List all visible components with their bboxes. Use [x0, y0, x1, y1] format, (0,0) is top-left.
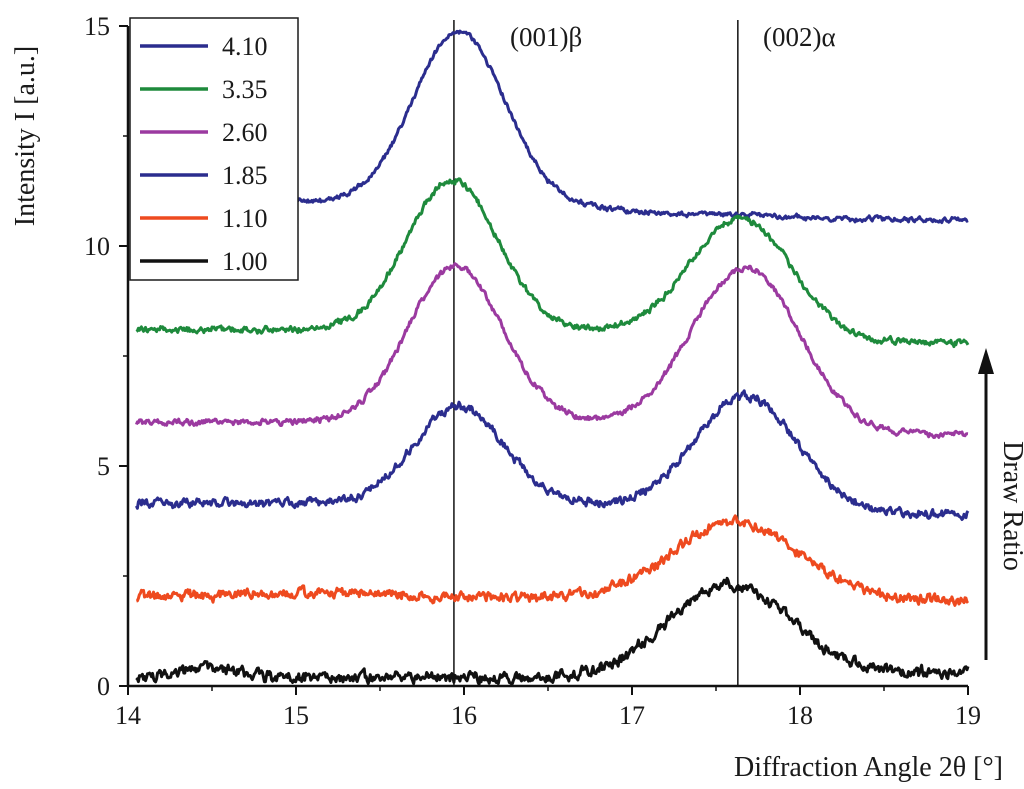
axes: 14 15 16 17 18 19 0 5 10 15 — [84, 12, 981, 730]
x-tick-label: 15 — [283, 701, 309, 730]
series-line-2.60 — [134, 262, 969, 439]
ref-label-beta: (001)β — [510, 22, 582, 52]
legend-box — [129, 17, 299, 281]
series-line-3.35 — [135, 177, 970, 349]
y-axis-title: Intensity I [a.u.] — [10, 46, 41, 226]
legend-label: 1.10 — [222, 204, 268, 233]
ref-label-alpha: (002)α — [763, 22, 836, 52]
x-tick-label: 19 — [955, 701, 981, 730]
legend-label: 3.35 — [222, 75, 268, 104]
draw-ratio-arrow: Draw Ratio — [978, 348, 1024, 660]
x-tick-label: 18 — [787, 701, 813, 730]
x-tick-label: 17 — [619, 701, 645, 730]
y-tick-label: 15 — [84, 12, 110, 41]
legend: 4.10 3.35 2.60 1.85 1.10 1.00 — [129, 17, 299, 281]
x-tick-label: 16 — [451, 701, 477, 730]
legend-label: 1.85 — [222, 161, 268, 190]
legend-label: 4.10 — [222, 32, 268, 61]
legend-label: 2.60 — [222, 118, 268, 147]
draw-ratio-arrow-head — [978, 348, 994, 374]
y-tick-label: 5 — [97, 452, 110, 481]
y-tick-label: 10 — [84, 232, 110, 261]
x-tick-label: 14 — [115, 701, 141, 730]
series-line-1.85 — [135, 389, 970, 521]
y-tick-label: 0 — [97, 672, 110, 701]
reference-lines — [453, 20, 739, 686]
legend-label: 1.00 — [222, 247, 268, 276]
series-line-1.00 — [135, 576, 970, 686]
draw-ratio-label: Draw Ratio — [997, 441, 1024, 571]
series-line-1.10 — [135, 514, 970, 607]
x-axis-title: Diffraction Angle 2θ [°] — [734, 752, 1003, 783]
